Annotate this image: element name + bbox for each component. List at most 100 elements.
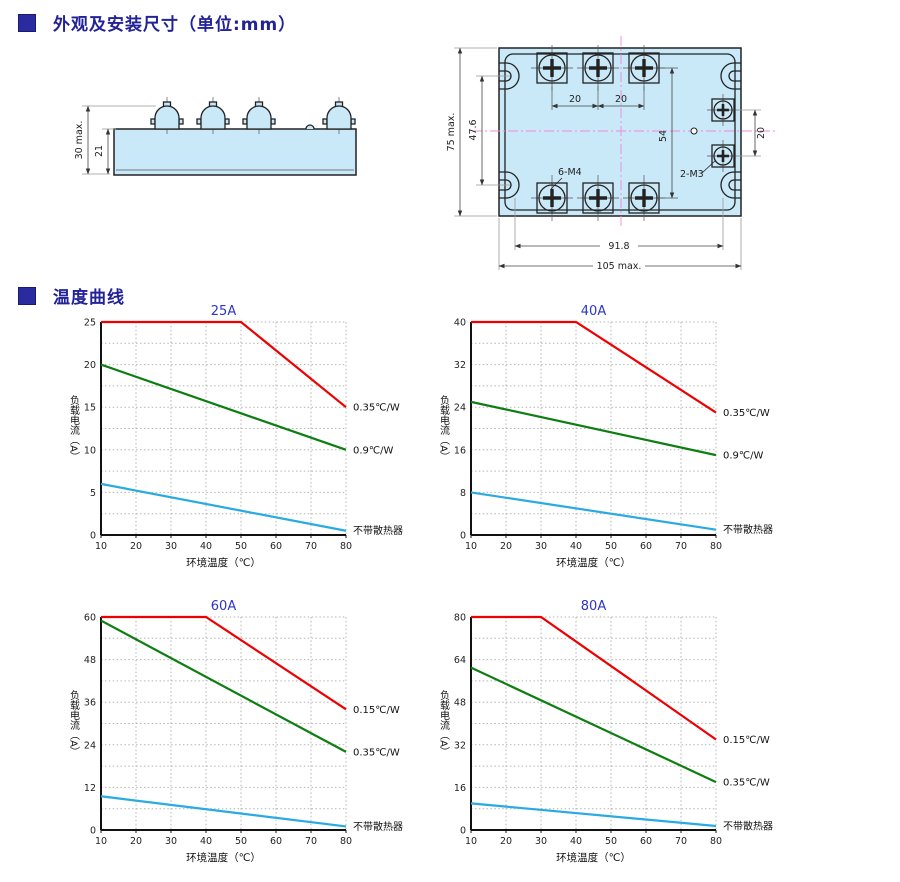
series-label: 0.35℃/W <box>723 778 770 789</box>
dim-pitch-a: 20 <box>569 94 581 105</box>
y-tick-label: 5 <box>90 488 96 499</box>
x-tick-label: 30 <box>165 541 177 552</box>
dim-pitch-b: 20 <box>615 94 627 105</box>
y-tick-label: 0 <box>90 531 96 542</box>
series-line <box>470 491 717 531</box>
x-tick-label: 80 <box>710 836 722 847</box>
y-tick-label: 32 <box>454 360 466 371</box>
y-tick-label: 20 <box>84 360 96 371</box>
x-tick-label: 50 <box>605 836 617 847</box>
relay-body-side <box>113 124 357 176</box>
x-tick-label: 30 <box>535 541 547 552</box>
indicator-bump <box>305 124 315 130</box>
x-tick-label: 10 <box>465 541 477 552</box>
series-line <box>101 320 347 409</box>
label-m3: 2-M3 <box>680 169 704 180</box>
x-tick-label: 70 <box>305 541 317 552</box>
temperature-chart-40a: 10 20 30 40 50 60 70 80 0 8 16 24 32 40 0.35℃/W 0.9℃/W 不… <box>438 304 774 569</box>
section2-bullet-icon <box>18 286 36 305</box>
x-tick-label: 20 <box>500 541 512 552</box>
y-tick-label: 12 <box>84 783 96 794</box>
temperature-chart-80a: 10 20 30 40 50 60 70 80 0 16 32 48 64 80 0.15℃/W 0.35℃/… <box>438 599 774 864</box>
y-tick-label: 40 <box>454 318 466 329</box>
series-line <box>470 666 717 784</box>
y-tick-label: 16 <box>454 445 466 456</box>
y-tick-label: 8 <box>460 488 466 499</box>
x-tick-label: 80 <box>340 836 352 847</box>
dim-terminal-span: 54 <box>658 130 669 142</box>
series-label: 不带散热器 <box>353 820 403 833</box>
y-axis-title: 负载电流（A） <box>68 689 80 757</box>
chart-title: 40A <box>581 304 607 319</box>
x-tick-label: 60 <box>640 836 652 847</box>
x-tick-label: 50 <box>235 836 247 847</box>
side-dimensions: 30 max. 21 <box>74 105 156 175</box>
series-label: 0.9℃/W <box>353 445 394 456</box>
y-tick-label: 60 <box>84 613 96 624</box>
y-tick-label: 36 <box>84 698 96 709</box>
y-tick-label: 32 <box>454 740 466 751</box>
x-axis-title: 环境温度（℃） <box>556 851 631 864</box>
temperature-charts-grid: 10 20 30 40 50 60 70 80 0 5 10 15 20 25 0.35℃/W 0.9℃/W 不… <box>60 303 790 870</box>
top-view-drawing: 75 max. 47.6 20 20 54 20 6-M4 2-M3 <box>446 36 776 272</box>
x-tick-label: 80 <box>710 541 722 552</box>
y-axis-title: 负载电流（A） <box>68 394 80 462</box>
x-tick-label: 20 <box>130 541 142 552</box>
x-axis-title: 环境温度（℃） <box>556 556 631 569</box>
x-tick-label: 60 <box>640 541 652 552</box>
section2-title: 温度曲线 <box>53 288 125 308</box>
chart-title: 60A <box>211 599 237 614</box>
series-line <box>470 400 717 457</box>
top-dimensions: 75 max. 47.6 20 20 54 20 6-M4 2-M3 <box>446 47 767 272</box>
x-axis-title: 环境温度（℃） <box>186 851 261 864</box>
x-tick-label: 10 <box>95 836 107 847</box>
y-tick-label: 0 <box>460 531 466 542</box>
y-tick-label: 0 <box>460 826 466 837</box>
series-line <box>471 615 717 741</box>
y-tick-label: 10 <box>84 445 96 456</box>
x-tick-label: 70 <box>675 836 687 847</box>
x-tick-label: 70 <box>675 541 687 552</box>
x-tick-label: 60 <box>270 836 282 847</box>
x-axis-title: 环境温度（℃） <box>186 556 261 569</box>
y-tick-label: 24 <box>84 740 96 751</box>
mounting-slots <box>499 62 741 199</box>
section1-bullet-icon <box>18 13 36 32</box>
series-line <box>100 363 347 451</box>
series-line <box>471 320 717 414</box>
x-tick-label: 60 <box>270 541 282 552</box>
x-tick-label: 40 <box>200 836 212 847</box>
series-line <box>101 615 347 711</box>
y-tick-label: 24 <box>454 403 466 414</box>
x-tick-label: 10 <box>465 836 477 847</box>
label-m4: 6-M4 <box>558 167 582 178</box>
section1-title: 外观及安装尺寸（单位:mm） <box>53 15 297 35</box>
series-line <box>100 795 347 828</box>
temperature-chart-60a: 10 20 30 40 50 60 70 80 0 12 24 36 48 60 0.15℃/W 0.35℃/… <box>68 599 404 864</box>
x-tick-label: 20 <box>130 836 142 847</box>
y-axis-title: 负载电流（A） <box>438 689 450 757</box>
dim-mount-width: 91.8 <box>608 241 629 252</box>
series-line <box>470 802 717 828</box>
x-tick-label: 10 <box>95 541 107 552</box>
section1-heading: 外观及安装尺寸（单位:mm） <box>18 10 296 35</box>
series-label: 0.35℃/W <box>723 408 770 419</box>
y-tick-label: 48 <box>84 655 96 666</box>
relay-body-top <box>472 36 776 228</box>
dim-total-width: 105 max. <box>597 261 642 272</box>
y-tick-label: 0 <box>90 826 96 837</box>
series-label: 不带散热器 <box>723 523 773 536</box>
x-tick-label: 40 <box>570 836 582 847</box>
chart-title: 80A <box>581 599 607 614</box>
y-tick-label: 80 <box>454 613 466 624</box>
y-tick-label: 15 <box>84 403 96 414</box>
series-label: 不带散热器 <box>723 820 773 833</box>
x-tick-label: 30 <box>165 836 177 847</box>
y-axis-title: 负载电流（A） <box>438 394 450 462</box>
dim-total-height: 75 max. <box>446 113 457 152</box>
series-label: 0.15℃/W <box>723 735 770 746</box>
section2-heading: 温度曲线 <box>18 283 125 308</box>
dim-m3-pitch: 20 <box>756 127 767 139</box>
x-tick-label: 70 <box>305 836 317 847</box>
y-tick-label: 16 <box>454 783 466 794</box>
